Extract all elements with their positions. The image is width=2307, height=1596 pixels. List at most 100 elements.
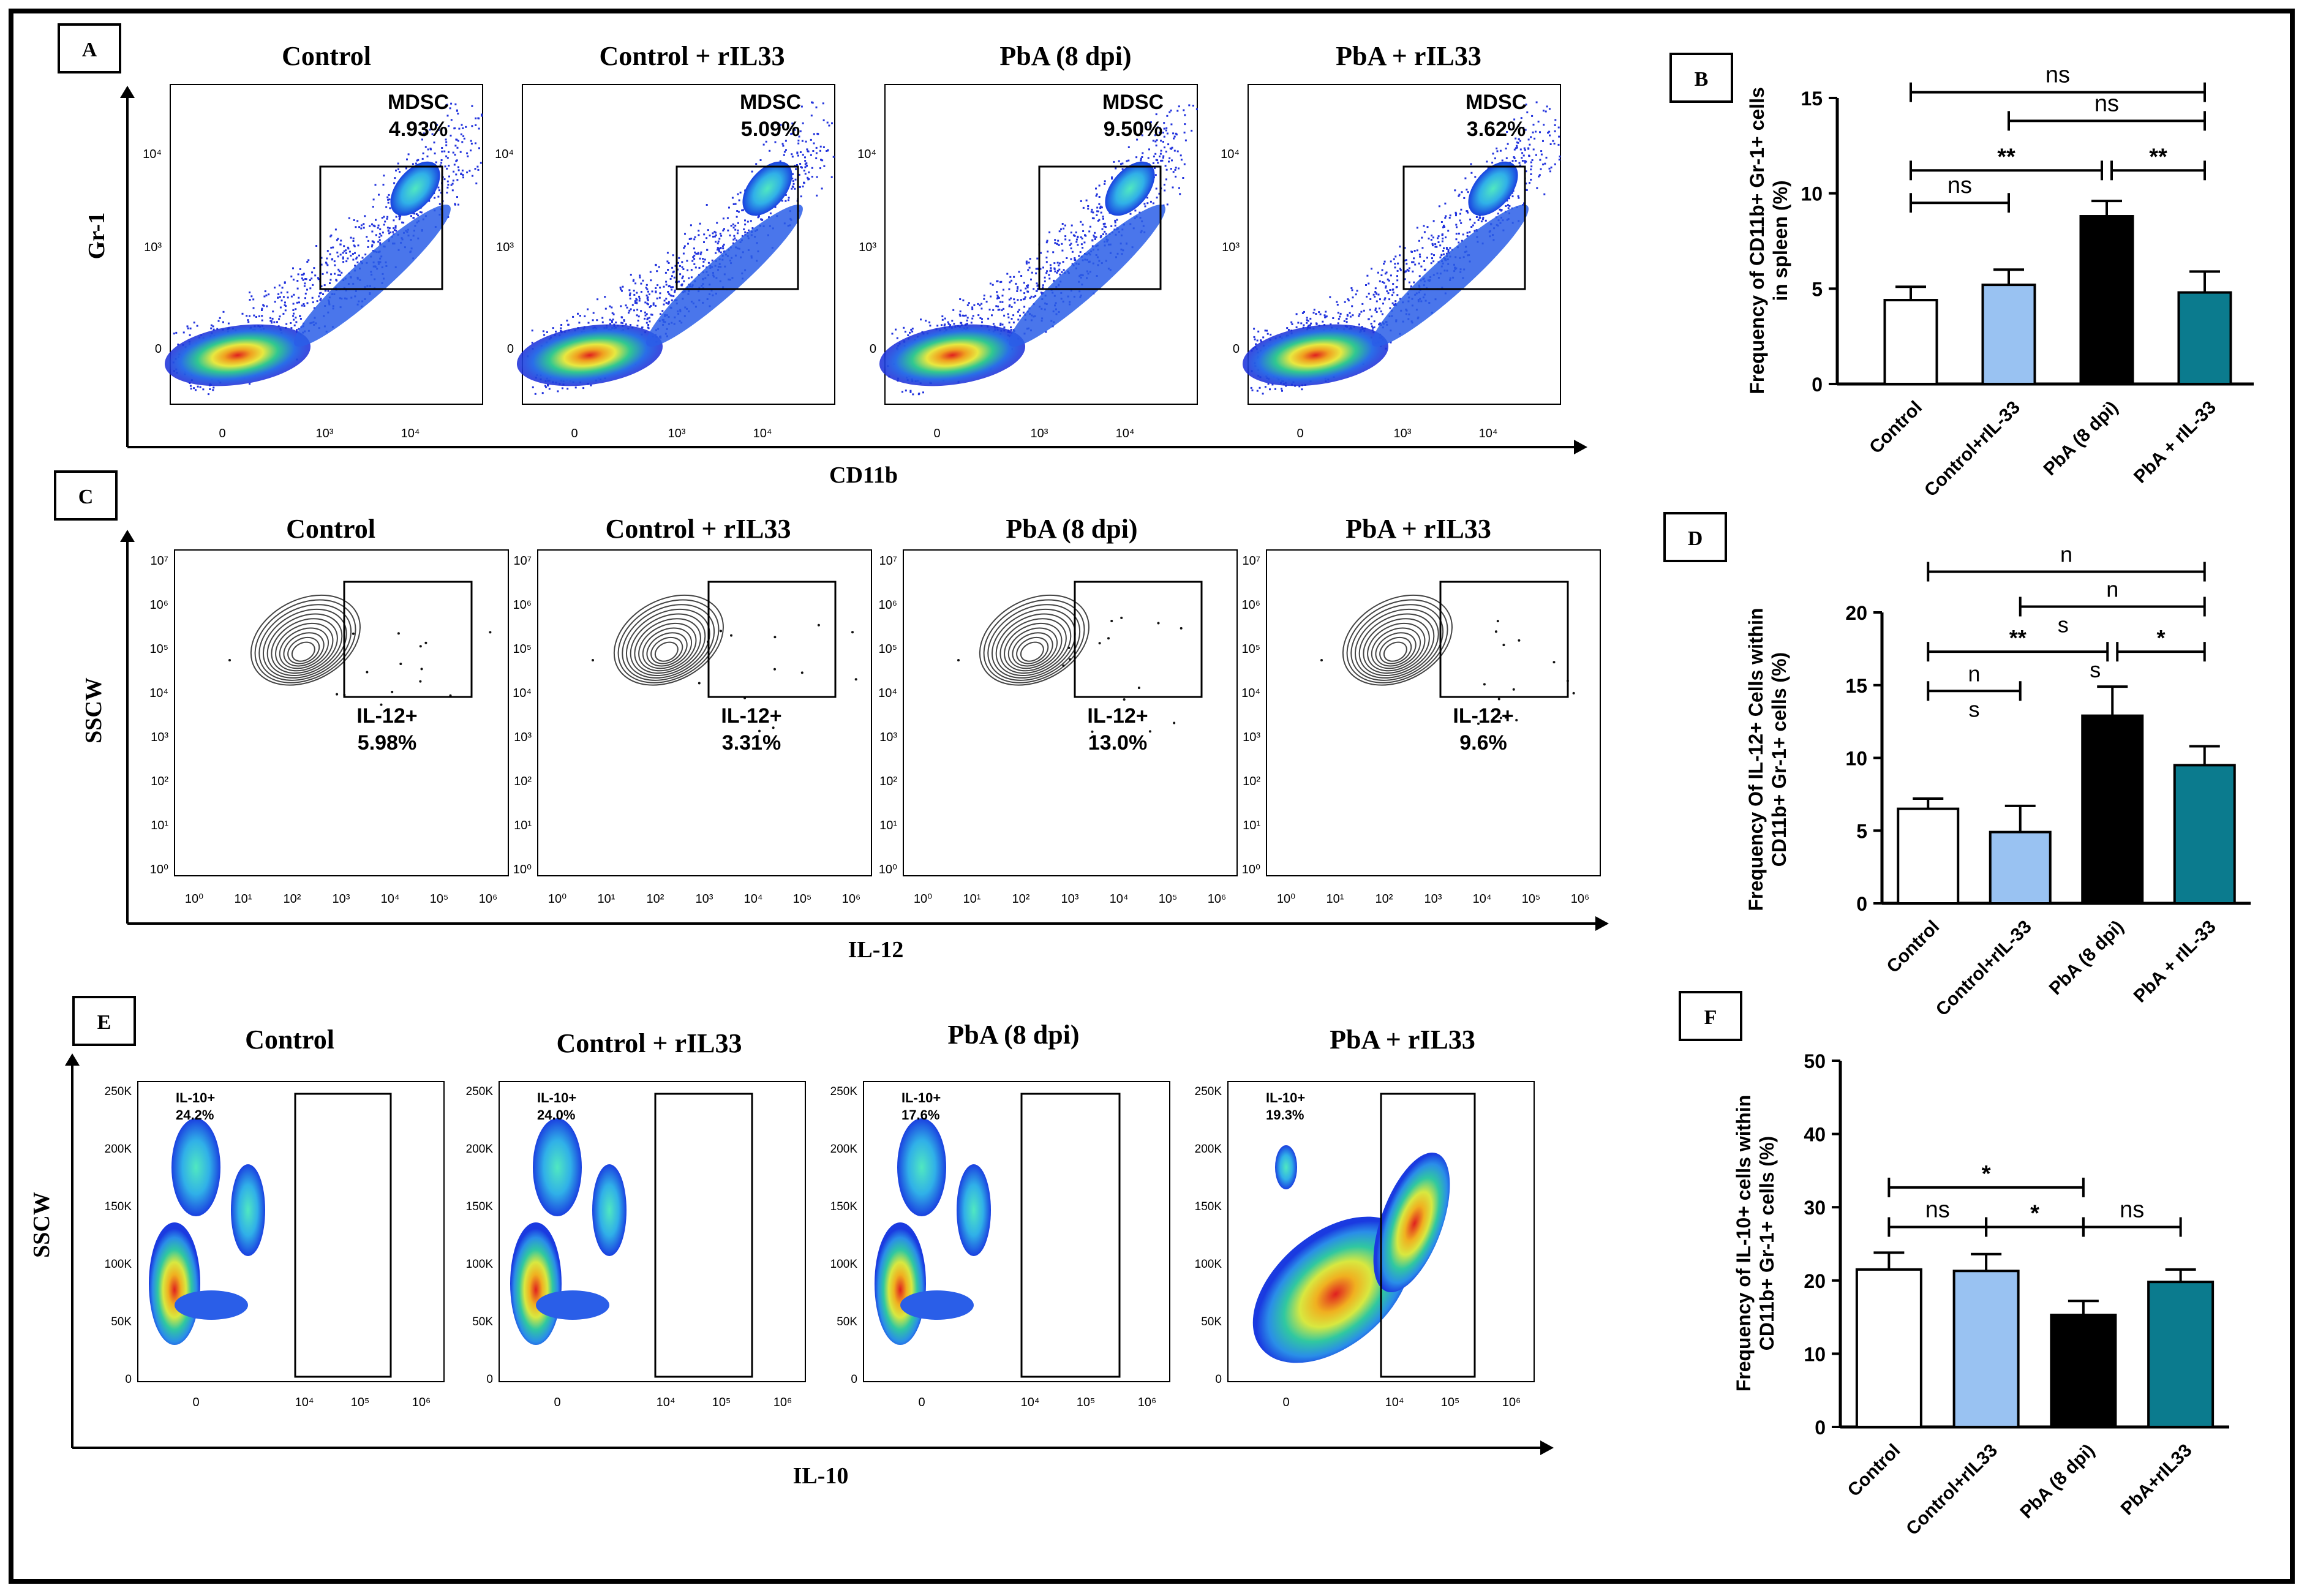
- chart-significance-label: ns: [1948, 173, 1972, 198]
- panel-c-gate-label: IL-12+: [721, 704, 781, 728]
- panel-c-x-tick: 10⁶: [1571, 892, 1589, 906]
- panel-c-y-tick: 10³: [1243, 731, 1260, 744]
- panel-e-gate-label: IL-10+: [176, 1090, 215, 1105]
- panel-a-y-label: Gr-1: [84, 213, 110, 260]
- chart-significance: *: [1887, 1161, 2085, 1197]
- panel-e-y-tick: 50K: [837, 1316, 857, 1328]
- chart-y-tick-label: 10: [1804, 1343, 1826, 1365]
- panel-e-y-tick: 150K: [830, 1200, 858, 1213]
- panel-c-x-tick: 10⁰: [185, 892, 203, 906]
- panel-c-x-tick: 10¹: [1327, 892, 1344, 906]
- chart-y-tick-label: 10: [1845, 748, 1867, 770]
- panel-c-y-tick: 10⁵: [149, 642, 168, 656]
- panel-c-plot-frame: [537, 549, 872, 876]
- panel-e-il10-gate: [1020, 1093, 1121, 1378]
- panel-c-contours: [1320, 594, 1575, 725]
- panel-e-x-tick: 10⁶: [1138, 1396, 1156, 1409]
- panel-a-gate-value: 4.93%: [389, 118, 448, 141]
- chart-significance-label: *: [2156, 625, 2165, 650]
- panel-e-y-tick: 250K: [466, 1085, 494, 1098]
- panel-c-y-tick: 10⁶: [1242, 598, 1260, 612]
- svg-text:Frequency of IL-10+ cells wit: Frequency of IL-10+ cells within: [1733, 1095, 1755, 1392]
- panel-a-title: Control + rIL33: [600, 41, 785, 71]
- chart-significance: ns: [2008, 91, 2206, 131]
- panel-a-y-tick: 0: [870, 342, 876, 356]
- panel-c-plot-frame: [1266, 549, 1601, 876]
- chart-letter: D: [1688, 527, 1703, 550]
- panel-e-title: PbA + rIL33: [1330, 1025, 1475, 1055]
- panel-e-density: [875, 1118, 991, 1345]
- chart-bar: [2079, 215, 2134, 385]
- chart-bar: [2147, 1281, 2215, 1428]
- panel-c-contours: [957, 594, 1183, 733]
- chart-significance-label: **: [2009, 625, 2027, 650]
- chart-significance-label: ns: [1925, 1197, 1950, 1222]
- panel-c-y-tick: 10¹: [1243, 819, 1260, 832]
- panel-a-title: PbA + rIL33: [1336, 41, 1481, 71]
- panel-a-letter: A: [82, 39, 97, 61]
- chart-letter-box: [1679, 991, 1742, 1041]
- panel-a-x-tick: 10⁴: [1479, 427, 1498, 440]
- panel-a-y-tick: 0: [507, 342, 514, 356]
- panel-e-letter-box: [72, 996, 136, 1046]
- panel-c-x-tick: 10¹: [235, 892, 252, 906]
- panel-a-x-tick: 10³: [1031, 427, 1048, 440]
- panel-a-x-tick: 10³: [1394, 427, 1412, 440]
- panel-c-letter: C: [78, 486, 94, 508]
- chart-y-tick-label: 50: [1804, 1050, 1826, 1072]
- svg-text:in spleen (%): in spleen (%): [1769, 180, 1791, 301]
- chart-y-tick-label: 40: [1804, 1124, 1826, 1146]
- panel-a-x-tick: 10⁴: [1116, 427, 1135, 440]
- panel-e-y-tick: 250K: [830, 1085, 858, 1098]
- panel-a-x-tick: 10³: [316, 427, 334, 440]
- panel-c-y-tick: 10⁶: [150, 598, 168, 612]
- panel-c-y-tick: 10⁰: [513, 863, 532, 876]
- panel-a-y-tick: 10⁴: [857, 148, 876, 161]
- panel-a-gate-label: MDSC: [1102, 91, 1164, 114]
- panel-c-gate-value: 5.98%: [358, 731, 416, 755]
- panel-c-x-tick: 10⁶: [479, 892, 497, 906]
- chart-significance: ns: [1910, 173, 2010, 213]
- panel-a: A Gr-1 CD11b Control MDSC 4.93% 10⁴ 10³ 0 0 10³…: [58, 23, 1587, 488]
- panel-a-y-arrowhead: [120, 86, 135, 98]
- panel-c-gate-label: IL-12+: [356, 704, 417, 728]
- panel-e-x-tick: 10⁶: [773, 1396, 792, 1409]
- chart-x-tick-label: Control+rIL-33: [1932, 917, 2036, 1020]
- panel-c-title: Control + rIL33: [606, 514, 791, 544]
- panel-e-y-label: SSCW: [29, 1192, 55, 1258]
- chart-significance: ns: [2082, 1197, 2182, 1237]
- chart-y-tick-label: 15: [1801, 88, 1823, 110]
- panel-a-diagonal-population: [1009, 205, 1165, 347]
- panel-c-y-tick: 10²: [1243, 775, 1260, 788]
- panel-c: C SSCW IL-12 Control IL-12+ 5.98% 10⁷ 10⁶ 10⁵…: [54, 470, 1609, 963]
- panel-e-il10-gate: [294, 1093, 392, 1378]
- panel-a-main-population: [164, 324, 311, 386]
- panel-a-gate-value: 3.62%: [1467, 118, 1526, 141]
- panel-c-plot-frame: [174, 549, 509, 876]
- panel-a-gate-label: MDSC: [740, 91, 801, 114]
- panel-c-x-tick: 10²: [1012, 892, 1030, 906]
- panel-c-y-tick: 10⁷: [151, 554, 168, 568]
- panel-c-y-tick: 10²: [514, 775, 532, 788]
- panel-c-x-tick: 10⁶: [1208, 892, 1226, 906]
- panel-c-y-tick: 10⁴: [513, 687, 532, 700]
- panel-e-x-tick: 10⁴: [1021, 1396, 1040, 1409]
- panel-e-il10-gate: [1380, 1093, 1476, 1378]
- panel-a-plot-2: Control + rIL33 MDSC 5.09% 10⁴ 10³ 0 0 10³ 10⁴: [495, 41, 835, 440]
- panel-c-x-tick: 10¹: [963, 892, 981, 906]
- chart-x-tick-label: PbA + rIL-33: [2130, 397, 2220, 487]
- panel-c-il12-gate: [1439, 581, 1569, 698]
- chart-significance-sub: s: [2058, 612, 2069, 638]
- panel-e-y-tick: 100K: [105, 1258, 132, 1271]
- panel-c-plot-frame: [903, 549, 1238, 876]
- panel-a-x-tick: 10⁴: [401, 427, 420, 440]
- panel-e-x-tick: 10⁵: [1441, 1396, 1460, 1409]
- panel-c-x-tick: 10³: [333, 892, 350, 906]
- panel-c-x-arrowhead: [1595, 916, 1609, 931]
- panel-a-high-population: [1105, 161, 1155, 216]
- panel-c-x-tick: 10³: [1424, 892, 1442, 906]
- panel-e-y-tick: 150K: [466, 1200, 494, 1213]
- panel-a-high-population: [1468, 161, 1518, 216]
- panel-e-il10-gate: [654, 1093, 753, 1378]
- chart-y-tick-label: 0: [1856, 893, 1867, 915]
